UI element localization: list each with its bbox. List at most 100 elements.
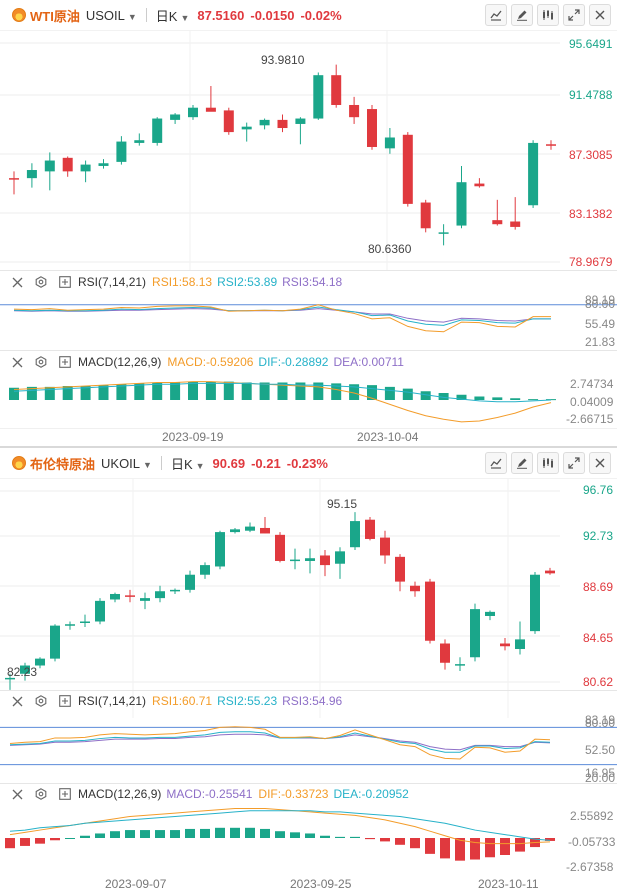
expand-button[interactable] [563, 452, 585, 474]
wti-symbol-selector[interactable]: USOIL ▼ [86, 8, 137, 23]
candle-body [331, 75, 342, 105]
add-indicator-button[interactable] [58, 355, 72, 369]
expand-icon [568, 457, 580, 469]
indicator-button[interactable] [537, 4, 559, 26]
macd-histogram-bar [259, 382, 270, 400]
macd-histogram-bar [545, 838, 555, 841]
pane-separator [0, 690, 617, 691]
brent-dif-value: DIF:-0.33723 [258, 787, 329, 801]
wti-macd-axis-label: -2.66715 [566, 412, 614, 426]
macd-histogram-bar [500, 838, 510, 855]
brent-rsi-axis-label: 80.00 [585, 716, 616, 730]
brent-rsi-chart[interactable] [0, 711, 617, 781]
indicator-button[interactable] [537, 452, 559, 474]
candle-body [188, 107, 198, 118]
chart-type-button[interactable] [485, 4, 507, 26]
close-button[interactable] [589, 4, 611, 26]
draw-button[interactable] [511, 452, 533, 474]
collapse-indicator-button[interactable] [10, 275, 24, 289]
wti-date-label: 2023-09-19 [162, 430, 224, 444]
add-indicator-button[interactable] [58, 275, 72, 289]
wti-rsi-name: RSI(7,14,21) [78, 275, 147, 289]
wti-axis-label: 87.3085 [569, 148, 613, 162]
brent-rsi3-value: RSI3:54.96 [282, 694, 343, 708]
close-icon [595, 10, 605, 20]
indicator-settings-button[interactable] [34, 355, 48, 369]
draw-button[interactable] [511, 4, 533, 26]
commodity-logo-icon [12, 8, 26, 22]
candle-body [230, 529, 240, 533]
macd-histogram-bar [35, 838, 45, 844]
brent-dea-value: DEA:-0.20952 [333, 787, 409, 801]
wti-candlestick-chart[interactable] [0, 30, 617, 270]
brent-macd-chart[interactable] [0, 804, 617, 872]
collapse-indicator-button[interactable] [10, 787, 24, 801]
wti-rsi-chart[interactable] [0, 292, 617, 350]
add-indicator-button[interactable] [58, 694, 72, 708]
brent-symbol-selector[interactable]: UKOIL ▼ [101, 456, 152, 471]
add-indicator-button[interactable] [58, 787, 72, 801]
indicator-settings-button[interactable] [34, 787, 48, 801]
brent-rsi-axis-label: 52.50 [585, 743, 616, 757]
chevron-down-icon: ▼ [143, 459, 152, 470]
candle-body [134, 140, 145, 143]
wti-macd-value: MACD:-0.59206 [167, 355, 254, 369]
brent-chart-panel: 布伦特原油 UKOIL ▼ 日K ▼ 90.69 -0.21 -0.23% 96.7… [0, 448, 617, 894]
macd-histogram-bar [116, 384, 127, 400]
macd-histogram-bar [185, 828, 195, 838]
candle-body [485, 611, 495, 616]
brent-candlestick-chart[interactable] [0, 478, 617, 718]
indicator-settings-button[interactable] [34, 694, 48, 708]
candle-body [349, 104, 360, 118]
macd-histogram-bar [367, 385, 377, 400]
macd-histogram-bar [455, 838, 465, 861]
brent-period: 日K [170, 456, 193, 472]
candle-body [170, 114, 181, 120]
draw-icon [517, 458, 527, 469]
close-button[interactable] [589, 452, 611, 474]
candle-body [350, 521, 360, 548]
brent-change: -0.21 [251, 455, 281, 471]
close-icon [12, 696, 22, 706]
wti-change: -0.0150 [250, 7, 295, 23]
macd-histogram-bar [313, 382, 324, 400]
macd-histogram-bar [425, 838, 435, 854]
wti-period-selector[interactable]: 日K ▼ [156, 6, 190, 25]
candle-body [365, 519, 375, 539]
settings-icon [35, 695, 47, 707]
collapse-indicator-button[interactable] [10, 694, 24, 708]
brent-axis-label: 84.65 [583, 631, 614, 645]
close-icon [12, 277, 22, 287]
wti-macd-axis-label: 2.74734 [570, 377, 614, 391]
candle-body [402, 134, 413, 204]
wti-macd-chart[interactable] [0, 372, 617, 428]
dea-line [9, 810, 551, 841]
macd-histogram-bar [456, 394, 467, 400]
candle-body [260, 527, 270, 534]
indicator-settings-button[interactable] [34, 275, 48, 289]
wti-macd-name: MACD(12,26,9) [78, 355, 162, 369]
chart-type-button[interactable] [485, 452, 507, 474]
wti-rsi1-value: RSI1:58.13 [152, 275, 213, 289]
wti-title: WTI原油 [30, 8, 80, 24]
settings-icon [35, 788, 47, 800]
macd-histogram-bar [26, 386, 37, 400]
brent-period-selector[interactable]: 日K ▼ [171, 454, 205, 473]
macd-histogram-bar [245, 827, 255, 838]
macd-histogram-bar [528, 399, 539, 401]
add-icon [59, 788, 71, 800]
brent-rsi-axis-label: 20.00 [585, 771, 616, 785]
collapse-indicator-button[interactable] [10, 355, 24, 369]
candle-body [9, 178, 19, 180]
expand-button[interactable] [563, 4, 585, 26]
candle-body [223, 110, 234, 133]
macd-histogram-bar [9, 387, 19, 400]
candle-body [440, 643, 450, 663]
candle-body [65, 624, 75, 626]
candle-body [35, 658, 45, 666]
macd-histogram-bar [295, 382, 306, 400]
candle-body [185, 574, 195, 590]
macd-histogram-bar [98, 385, 109, 400]
close-icon [12, 357, 22, 367]
macd-histogram-bar [125, 830, 135, 838]
